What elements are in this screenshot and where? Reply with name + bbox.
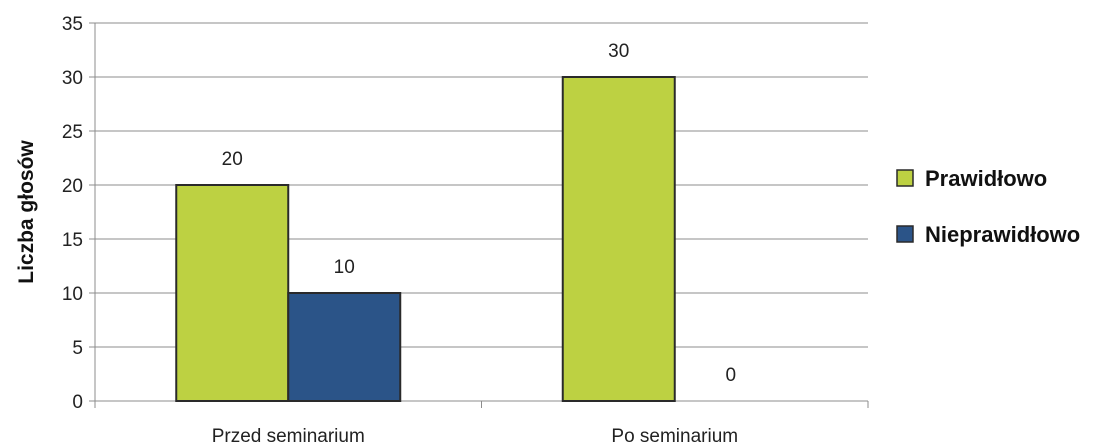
legend-swatch	[896, 225, 914, 243]
data-labels: 20 10 30 0	[222, 41, 736, 386]
axes: 0 5 10 15 20 25 30 35 Przed seminarium Po seminar…	[62, 14, 869, 443]
x-category-label: Przed seminarium	[212, 426, 365, 443]
y-tick-label: 0	[72, 392, 83, 413]
legend-label: Nieprawidłowo	[925, 222, 1080, 247]
y-tick-label: 35	[62, 14, 83, 35]
bar-value-label: 10	[334, 257, 355, 278]
bar	[175, 184, 290, 402]
y-tick-label: 5	[72, 338, 83, 359]
bars	[175, 76, 676, 402]
bar	[287, 292, 402, 402]
bar-value-label: 20	[222, 149, 243, 170]
legend: Prawidłowo Nieprawidłowo	[896, 166, 1080, 247]
legend-swatch	[896, 169, 914, 187]
legend-label: Prawidłowo	[925, 166, 1047, 191]
bar	[561, 76, 676, 402]
y-tick-label: 25	[62, 122, 83, 143]
y-tick-label: 30	[62, 68, 83, 89]
bar-value-label: 0	[725, 365, 736, 386]
x-category-label: Po seminarium	[611, 426, 738, 443]
y-tick-label: 15	[62, 230, 83, 251]
y-tick-label: 10	[62, 284, 83, 305]
y-tick-label: 20	[62, 176, 83, 197]
y-axis-title: Liczba głosów	[15, 140, 38, 284]
bar-value-label: 30	[608, 41, 629, 62]
